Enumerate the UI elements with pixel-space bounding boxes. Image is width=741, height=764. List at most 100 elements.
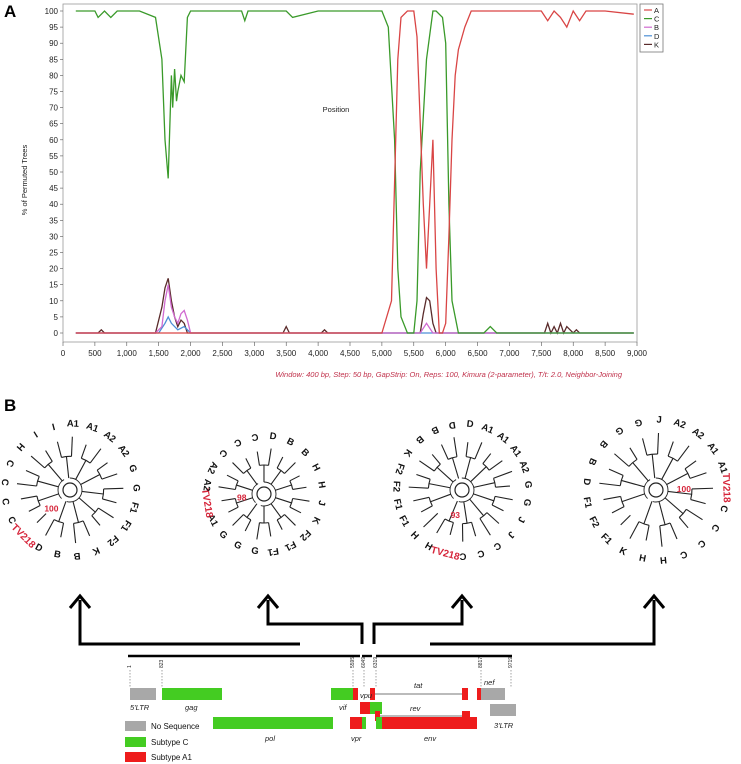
tree-leaf: H <box>309 462 322 473</box>
y-axis-label: % of Permuted Trees <box>20 145 29 216</box>
tree-leaf: B <box>53 549 62 561</box>
y-tick-label: 25 <box>49 249 58 258</box>
tree-leaf: A1 <box>205 512 221 528</box>
genome-position-label: 5595 <box>350 657 356 668</box>
tree-leaf: C <box>678 548 689 561</box>
y-tick-label: 40 <box>49 200 58 209</box>
tree-leaf: H <box>638 553 647 565</box>
x-tick-label: 7,000 <box>499 349 520 358</box>
panel-b-label: B <box>4 396 17 415</box>
x-tick-label: 4,000 <box>308 349 329 358</box>
tree-leaf: C <box>3 458 16 469</box>
tree-leaf: K <box>617 545 628 558</box>
tree-leaf: D <box>581 478 593 486</box>
arrow-4 <box>430 600 656 646</box>
series-line-b <box>75 284 634 334</box>
tree-leaf-highlight: TV218 <box>720 473 732 503</box>
nef-box <box>481 688 505 700</box>
label-5ltr: 5'LTR <box>130 703 150 712</box>
genome-legend: No Sequence Subtype C Subtype A1 <box>125 721 200 762</box>
label-vpr: vpr <box>351 734 362 743</box>
legend-label-d: D <box>654 32 660 41</box>
tree-leaf: C <box>491 539 503 552</box>
x-tick-label: 7,500 <box>531 349 552 358</box>
x-tick-label: 9,000 <box>627 349 648 358</box>
x-tick-label: 3,500 <box>276 349 297 358</box>
tree-leaf: J <box>315 500 327 507</box>
x-tick-label: 0 <box>61 349 66 358</box>
ltr3-box <box>490 704 516 716</box>
arrow-group <box>78 600 656 646</box>
legend-label-c: C <box>654 15 660 24</box>
vif-box <box>331 688 353 700</box>
tat-exon2-box <box>462 688 468 700</box>
legend-subtype-a1: Subtype A1 <box>151 753 192 762</box>
tree-leaf: F1 <box>581 496 594 510</box>
x-axis-label: Position <box>323 105 350 114</box>
arrow-1 <box>78 600 300 646</box>
y-tick-label: 100 <box>45 7 59 16</box>
tree-leaf: C <box>0 478 10 486</box>
tat-exon1-box <box>370 688 375 700</box>
series-line-a <box>75 9 634 334</box>
legend-label-b: B <box>654 23 659 32</box>
x-tick-label: 8,000 <box>563 349 584 358</box>
y-tick-label: 35 <box>49 216 58 225</box>
y-tick-label: 50 <box>49 168 58 177</box>
y-tick-label: 45 <box>49 184 58 193</box>
pol-box <box>213 717 333 729</box>
tree-leaf: I <box>51 420 56 431</box>
y-tick-label: 20 <box>49 265 58 274</box>
env-green-box <box>376 717 382 729</box>
y-tick-label: 5 <box>54 313 59 322</box>
rev-exon1-box <box>375 711 380 721</box>
tree-leaf: I <box>31 429 39 440</box>
x-tick-label: 3,000 <box>244 349 265 358</box>
tree-leaf: K <box>309 515 322 526</box>
tree-leaf-highlight: TV218 <box>199 488 215 519</box>
x-tick-label: 8,500 <box>595 349 616 358</box>
tree-leaf: F1 <box>282 538 298 553</box>
genome-position-label: 6049 <box>361 657 367 668</box>
vif-red-box <box>353 688 358 700</box>
genome-position-label: 823 <box>159 659 165 668</box>
tree-leaf: D <box>269 431 278 443</box>
legend-label-k: K <box>654 40 659 49</box>
bootstrap-value: 98 <box>237 493 247 503</box>
tree-leaf: C <box>476 547 486 560</box>
x-tick-label: 2,000 <box>181 349 202 358</box>
tree-leaf: C <box>708 522 721 534</box>
tree-leaf: A2 <box>672 417 687 431</box>
tree-leaf: G <box>250 545 259 557</box>
tree-leaf: J <box>656 414 662 425</box>
tree-leaf: B <box>73 550 81 562</box>
y-tick-label: 0 <box>54 329 59 338</box>
series-line-k <box>75 278 634 335</box>
tree-leaf: B <box>586 456 599 467</box>
tree-leaf: C <box>717 504 729 514</box>
tree-leaf: F2 <box>390 481 402 493</box>
tree-leaf: A1 <box>67 418 80 430</box>
bootscan-chart: % of Permuted Trees Position Window: 400… <box>20 3 664 379</box>
y-tick-label: 70 <box>49 104 58 113</box>
tree-leaf: D <box>466 419 474 431</box>
tree-leaf: K <box>401 447 414 459</box>
tree-leaf: D <box>33 542 44 555</box>
y-tick-label: 55 <box>49 152 58 161</box>
x-tick-label: 5,000 <box>372 349 393 358</box>
arrow-2 <box>266 600 364 644</box>
tree-leaf: C <box>5 515 18 526</box>
tree-leaf: A1 <box>85 421 101 436</box>
x-tick-label: 4,500 <box>340 349 361 358</box>
tree-leaf: G <box>521 498 533 507</box>
x-tick-label: 500 <box>88 349 102 358</box>
tree-leaf: H <box>659 554 667 566</box>
tree-leaf: F2 <box>392 462 406 476</box>
tree-leaf: C <box>250 431 259 443</box>
tree-leaf: G <box>633 416 643 429</box>
tree-leaf: D <box>448 419 457 431</box>
y-tick-label: 30 <box>49 232 58 241</box>
x-tick-label: 2,500 <box>212 349 233 358</box>
